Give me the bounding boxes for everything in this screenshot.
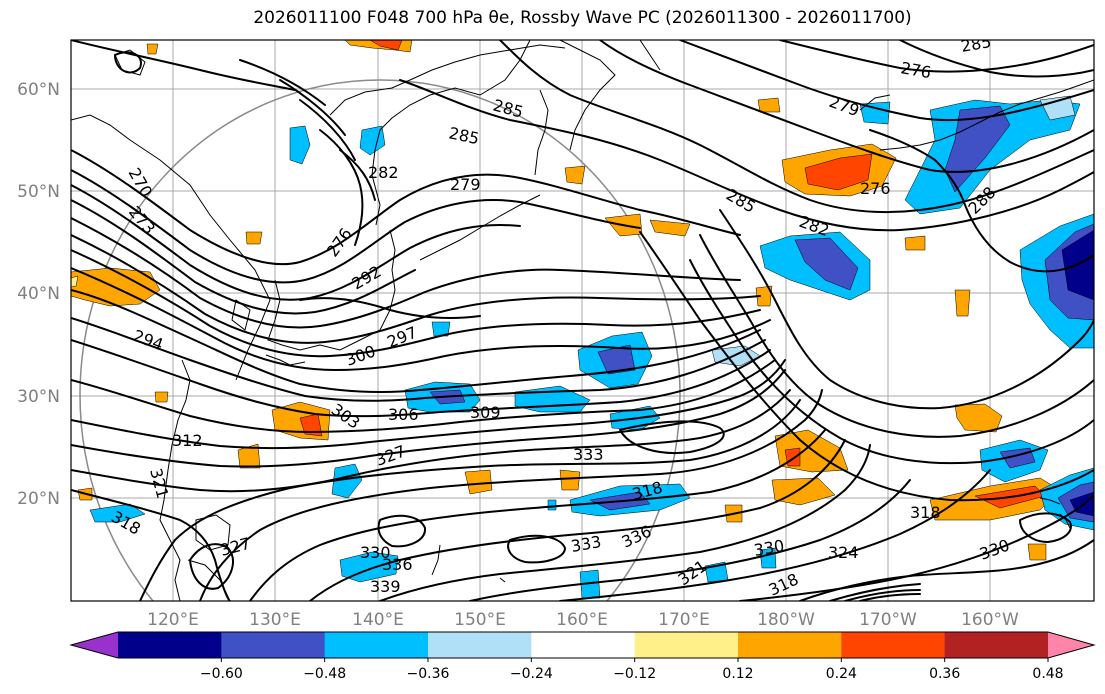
contour-label: 282 [368,163,399,182]
lat-label-30n: 30°N [17,387,60,407]
colorbar-tick-label: −0.60 [200,666,243,682]
lon-label-180w: 180°W [757,610,815,630]
map-title: 2026011100 F048 700 hPa θe, Rossby Wave … [253,8,912,28]
contour-label: 330 [360,543,391,562]
contour-label: 312 [172,431,203,450]
lon-label-170e: 170°E [658,610,710,630]
colorbar-tick-label: −0.36 [407,666,450,682]
lon-label-120e: 120°E [147,610,199,630]
contour-label: 333 [573,445,604,464]
lon-label-160e: 160°E [556,610,608,630]
contour-label: 339 [370,577,401,596]
contour-label: 306 [388,405,419,424]
contour-label: 336 [382,555,413,574]
colorbar-tick-label: 0.24 [826,666,857,682]
domain-circle [79,79,681,601]
lat-label-40n: 40°N [17,284,60,304]
colorbar-tick-label: 0.12 [722,666,753,682]
colorbar-bin [944,632,1049,658]
colorbar-extend-low [71,632,118,658]
lon-label-150e: 150°E [454,610,506,630]
colorbar: −0.60 −0.48 −0.36 −0.24 −0.12 0.12 0.24 0.36 0.4… [69,631,1096,682]
colorbar-tick-label: 0.36 [929,666,960,682]
colorbar-tick-label: −0.48 [303,666,346,682]
contour-label: 324 [828,543,859,562]
lon-label-160w: 160°W [961,610,1019,630]
lat-label-50n: 50°N [17,182,60,202]
colorbar-bin [324,632,429,658]
colorbar-bin [841,632,946,658]
colorbar-bin [221,632,326,658]
colorbar-tick-label: −0.24 [510,666,553,682]
colorbar-bin [531,632,636,658]
latitude-labels: 20°N 30°N 40°N 50°N 60°N [17,80,60,509]
contour-label: 309 [470,403,501,422]
colorbar-bin [428,632,532,658]
colorbar-extend-high [1048,632,1094,658]
plot-frame [70,39,1095,602]
contour-label: 285 [959,32,992,56]
lon-label-170w: 170°W [859,610,917,630]
lon-label-140e: 140°E [352,610,404,630]
colorbar-bin [634,632,739,658]
colorbar-outline [69,631,1096,659]
longitude-labels: 120°E 130°E 140°E 150°E 160°E 170°E 180°… [147,610,1019,630]
lat-label-60n: 60°N [17,80,60,100]
contour-label: 279 [450,175,481,194]
colorbar-tick-label: 0.48 [1032,666,1063,682]
contour-label: 276 [860,179,891,198]
colorbar-bin [118,632,222,658]
lon-label-130e: 130°E [249,610,301,630]
theta-e-contours [71,40,1094,601]
lat-label-20n: 20°N [17,489,60,509]
contour-label: 318 [910,503,941,522]
colorbar-bin [738,632,842,658]
colorbar-tick-label: −0.12 [613,666,656,682]
